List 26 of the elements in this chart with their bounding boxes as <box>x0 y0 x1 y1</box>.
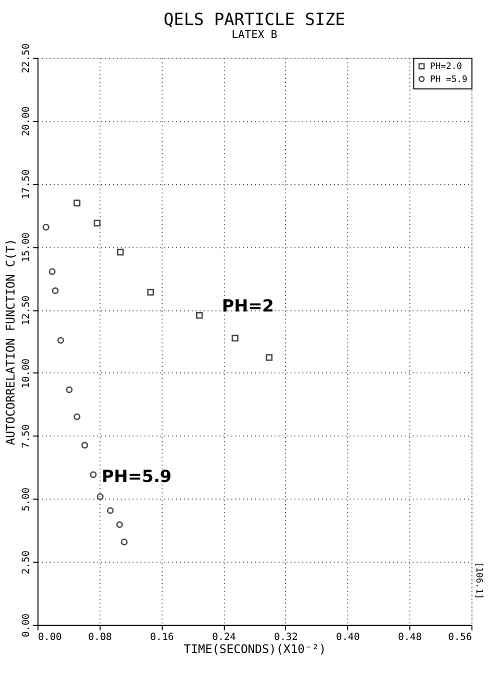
y-tick-label: 15.00 <box>21 232 32 262</box>
annotation: PH=2 <box>222 295 274 316</box>
y-tick-label: 5.00 <box>21 487 32 512</box>
text: [106.1] <box>473 562 484 600</box>
y-tick-label: 17.50 <box>21 169 32 200</box>
y-tick-label: 7.50 <box>21 424 32 448</box>
x-tick-label: 0.48 <box>398 632 422 644</box>
y-tick-label: 2.50 <box>21 550 32 574</box>
chart-subtitle: LATEX B <box>232 28 278 42</box>
annotation: PH=5.9 <box>102 466 172 486</box>
x-tick-label: 0.32 <box>274 632 298 644</box>
y-axis-title: AUTOCORRELATION FUNCTION C(T) <box>3 238 18 446</box>
x-tick-label: 0.16 <box>150 632 174 644</box>
y-tick-label: 22.50 <box>21 43 32 74</box>
legend-label: PH=2.0 <box>430 62 462 72</box>
y-tick-label: 10.00 <box>21 358 32 388</box>
x-tick-label: 0.40 <box>336 632 360 644</box>
x-tick-label: 0.08 <box>88 632 112 644</box>
y-tick-label: 20.00 <box>21 106 32 136</box>
legend-label: PH =5.9 <box>430 74 468 85</box>
x-tick-label: 0.24 <box>212 632 236 644</box>
y-tick-label: 12.50 <box>21 295 32 326</box>
x-tick-label: 0.56 <box>448 632 472 644</box>
chart-title: QELS PARTICLE SIZE <box>164 9 346 30</box>
x-tick-label: 0.00 <box>38 632 62 644</box>
x-axis-title: TIME(SECONDS)(X10⁻²) <box>184 642 326 656</box>
